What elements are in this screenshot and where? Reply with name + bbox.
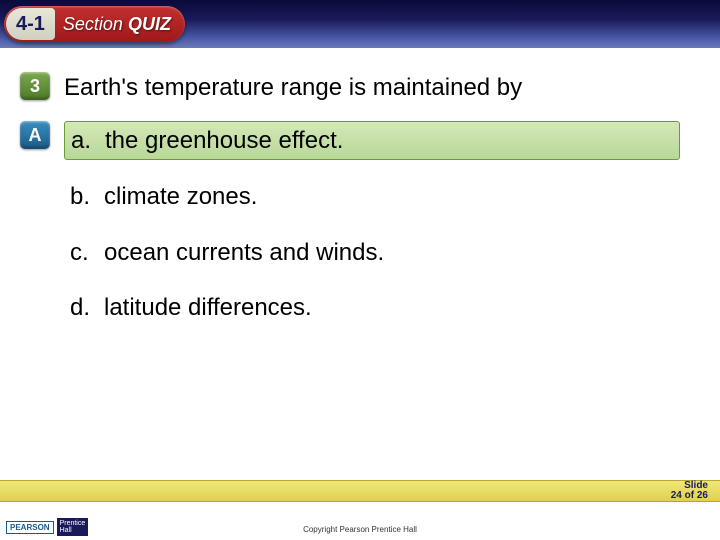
choice-letter: b. bbox=[70, 181, 104, 212]
choice-row-a: A a. the greenhouse effect. bbox=[20, 121, 680, 160]
choice-row-b: b. climate zones. bbox=[20, 178, 680, 215]
choice-row-d: d. latitude differences. bbox=[20, 289, 680, 326]
slide-position: 24 of 26 bbox=[671, 491, 708, 501]
choice-label: the greenhouse effect. bbox=[105, 125, 343, 156]
choice-a[interactable]: a. the greenhouse effect. bbox=[64, 121, 680, 160]
section-quiz-label: Section QUIZ bbox=[63, 14, 171, 35]
answer-letter-badge: A bbox=[20, 121, 50, 149]
header-bar: 4-1 Section QUIZ bbox=[0, 0, 720, 48]
choice-letter: c. bbox=[70, 237, 104, 268]
choice-letter: d. bbox=[70, 292, 104, 323]
slide-counter: Slide 24 of 26 bbox=[671, 481, 708, 501]
choice-letter: a. bbox=[71, 125, 105, 156]
section-quiz-pill: 4-1 Section QUIZ bbox=[4, 6, 185, 42]
choice-label: latitude differences. bbox=[104, 292, 312, 323]
content-area: 3 Earth's temperature range is maintaine… bbox=[0, 48, 720, 326]
copyright-text: Copyright Pearson Prentice Hall bbox=[0, 525, 720, 534]
choice-label: climate zones. bbox=[104, 181, 257, 212]
question-number-badge: 3 bbox=[20, 72, 50, 100]
question-row: 3 Earth's temperature range is maintaine… bbox=[20, 72, 680, 103]
footer-bar: Slide 24 of 26 bbox=[0, 480, 720, 502]
choice-b[interactable]: b. climate zones. bbox=[64, 178, 680, 215]
choice-d[interactable]: d. latitude differences. bbox=[64, 289, 680, 326]
choice-c[interactable]: c. ocean currents and winds. bbox=[64, 234, 680, 271]
section-number: 4-1 bbox=[6, 8, 55, 40]
choice-row-c: c. ocean currents and winds. bbox=[20, 234, 680, 271]
choice-label: ocean currents and winds. bbox=[104, 237, 384, 268]
question-text: Earth's temperature range is maintained … bbox=[64, 72, 680, 103]
